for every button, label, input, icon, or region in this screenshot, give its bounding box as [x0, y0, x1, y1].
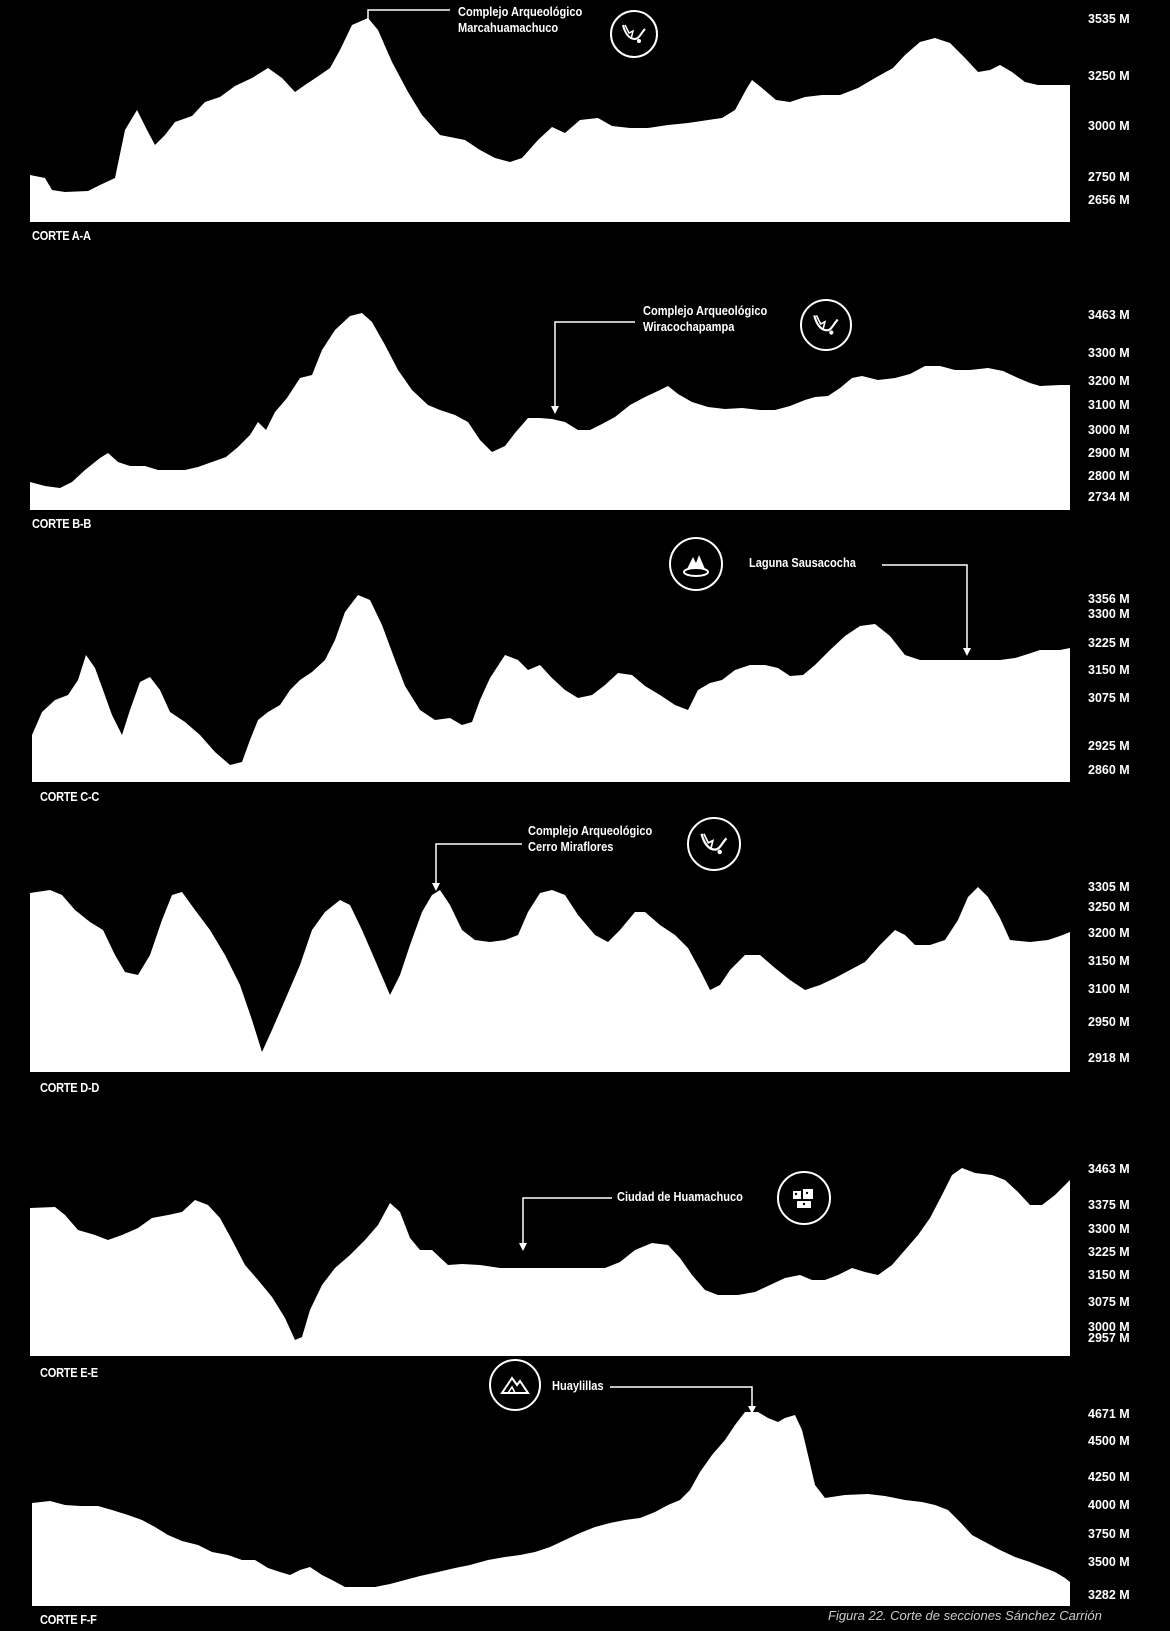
elevation-label: 3250 M: [1088, 69, 1130, 83]
annotation-line: Cerro Miraflores: [528, 839, 614, 854]
leader-arrow: [551, 321, 635, 414]
elevation-label: 3305 M: [1088, 880, 1130, 894]
elevation-label: 4000 M: [1088, 1498, 1130, 1512]
ruins-icon: [687, 817, 741, 871]
leader-line: [367, 9, 450, 19]
elevation-label: 2750 M: [1088, 170, 1130, 184]
elevation-label: 3100 M: [1088, 982, 1130, 996]
corte-label: CORTE E-E: [40, 1365, 98, 1380]
elevation-label: 2957 M: [1088, 1331, 1130, 1345]
elevation-label: 3225 M: [1088, 1245, 1130, 1259]
elevation-label: 3535 M: [1088, 12, 1130, 26]
site-annotation: Complejo Arqueológico Marcahuamachuco: [458, 4, 582, 36]
elevation-label: 3225 M: [1088, 636, 1130, 650]
elevation-label: 3356 M: [1088, 592, 1130, 606]
ruins-icon: [800, 299, 852, 351]
elevation-label: 3000 M: [1088, 423, 1130, 437]
city-icon: [777, 1171, 831, 1225]
annotation-line: Marcahuamachuco: [458, 20, 559, 35]
elevation-label: 3200 M: [1088, 926, 1130, 940]
annotation-line: Ciudad de Huamachuco: [617, 1189, 743, 1204]
elevation-label: 3200 M: [1088, 374, 1130, 388]
section-corte-e: CORTE E-E 3463 M 3375 M 3300 M 3225 M 31…: [30, 1162, 1130, 1380]
elevation-label: 3000 M: [1088, 119, 1130, 133]
elevation-label: 3463 M: [1088, 308, 1130, 322]
terrain-profile-d: [30, 887, 1070, 1072]
elevation-label: 3282 M: [1088, 1588, 1130, 1602]
elevation-label: 3150 M: [1088, 954, 1130, 968]
leader-arrow: [882, 564, 971, 656]
elevation-label: 3463 M: [1088, 1162, 1130, 1176]
corte-label: CORTE F-F: [40, 1612, 97, 1627]
site-annotation: Complejo Arqueológico Wiracochapampa: [643, 303, 767, 335]
elevation-label: 3300 M: [1088, 346, 1130, 360]
annotation-line: Huaylillas: [552, 1378, 604, 1393]
elevation-label: 3250 M: [1088, 900, 1130, 914]
corte-label: CORTE C-C: [40, 789, 100, 804]
terrain-profile-a: [30, 18, 1070, 222]
elevation-label: 3300 M: [1088, 1222, 1130, 1236]
section-corte-b: CORTE B-B 3463 M 3300 M 3200 M 3100 M 30…: [0, 0, 1170, 540]
site-annotation: Ciudad de Huamachuco: [617, 1189, 743, 1205]
site-annotation: Complejo Arqueológico Cerro Miraflores: [528, 823, 652, 855]
elevation-label: 3500 M: [1088, 1555, 1130, 1569]
terrain-profile-e: [30, 1168, 1070, 1356]
elevation-label: 3150 M: [1088, 663, 1130, 677]
elevation-label: 2860 M: [1088, 763, 1130, 777]
site-annotation: Huaylillas: [552, 1378, 604, 1394]
elevation-label: 3750 M: [1088, 1527, 1130, 1541]
corte-label: CORTE B-B: [32, 516, 92, 531]
elevation-label: 2950 M: [1088, 1015, 1130, 1029]
elevation-label: 2656 M: [1088, 193, 1130, 207]
ruins-icon: [610, 10, 658, 58]
elevation-label: 3075 M: [1088, 1295, 1130, 1309]
lagoon-icon: [669, 537, 723, 591]
elevation-label: 4250 M: [1088, 1470, 1130, 1484]
elevation-label: 3300 M: [1088, 607, 1130, 621]
corte-label: CORTE A-A: [32, 228, 91, 243]
terrain-profile-b: [30, 313, 1070, 510]
annotation-line: Complejo Arqueológico: [458, 4, 583, 19]
site-annotation: Laguna Sausacocha: [749, 555, 856, 571]
elevation-label: 3000 M: [1088, 1320, 1130, 1334]
annotation-line: Laguna Sausacocha: [749, 555, 856, 570]
elevation-label: 3100 M: [1088, 398, 1130, 412]
terrain-profile-c: [32, 595, 1070, 782]
section-corte-d: CORTE D-D 3305 M 3250 M 3200 M 3150 M 31…: [30, 817, 1130, 1095]
elevation-label: 4500 M: [1088, 1434, 1130, 1448]
elevation-label: 2900 M: [1088, 446, 1130, 460]
elevation-label: 3075 M: [1088, 691, 1130, 705]
elevation-label: 2734 M: [1088, 490, 1130, 504]
elevation-label: 3150 M: [1088, 1268, 1130, 1282]
leader-arrow: [432, 843, 522, 891]
leader-arrow: [519, 1197, 612, 1251]
annotation-line: Wiracochapampa: [643, 319, 735, 334]
figure-caption: Figura 22. Corte de secciones Sánchez Ca…: [828, 1608, 1102, 1623]
elevation-label: 2925 M: [1088, 739, 1130, 753]
elevation-label: 2800 M: [1088, 469, 1130, 483]
mountain-icon: [489, 1359, 541, 1411]
section-corte-a: CORTE A-A 3535 M 3250 M 3000 M 2750 M 26…: [0, 0, 1170, 250]
elevation-label: 4671 M: [1088, 1407, 1130, 1421]
elevation-label: 2918 M: [1088, 1051, 1130, 1065]
annotation-line: Complejo Arqueológico: [643, 303, 768, 318]
annotation-line: Complejo Arqueológico: [528, 823, 653, 838]
corte-label: CORTE D-D: [40, 1080, 100, 1095]
section-corte-c: CORTE C-C 3356 M 3300 M 3225 M 3150 M 30…: [0, 0, 1170, 810]
elevation-label: 3375 M: [1088, 1198, 1130, 1212]
